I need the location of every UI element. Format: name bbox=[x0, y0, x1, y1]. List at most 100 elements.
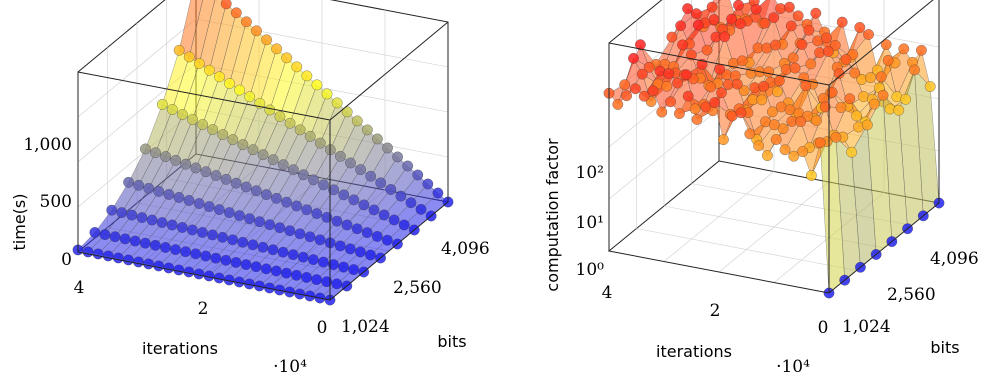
data-point bbox=[863, 29, 874, 40]
data-point bbox=[877, 89, 889, 101]
box-edge bbox=[77, 251, 331, 301]
data-point bbox=[167, 104, 178, 115]
data-point bbox=[250, 261, 262, 273]
data-point bbox=[854, 22, 866, 33]
data-point bbox=[338, 189, 350, 201]
data-point bbox=[207, 229, 218, 241]
data-point bbox=[163, 262, 175, 274]
data-point bbox=[361, 227, 373, 238]
data-point bbox=[160, 242, 171, 253]
data-point bbox=[402, 160, 414, 172]
data-point bbox=[341, 219, 353, 231]
data-point bbox=[123, 176, 134, 188]
data-point bbox=[261, 189, 272, 200]
data-point bbox=[328, 184, 339, 196]
y-tick: 2,560 bbox=[393, 278, 442, 298]
data-point bbox=[190, 162, 202, 174]
data-point bbox=[797, 146, 808, 157]
data-point bbox=[338, 261, 349, 273]
z-tick: 10¹ bbox=[576, 213, 604, 233]
data-point bbox=[166, 219, 178, 231]
data-point bbox=[351, 223, 363, 235]
data-point bbox=[823, 46, 834, 57]
data-point bbox=[177, 109, 188, 120]
data-point bbox=[106, 204, 118, 216]
data-point bbox=[795, 116, 807, 127]
data-point bbox=[893, 104, 905, 116]
data-point bbox=[796, 39, 808, 50]
x-tick: 2 bbox=[198, 299, 209, 319]
data-point bbox=[89, 227, 101, 238]
data-point bbox=[92, 248, 104, 260]
data-point bbox=[176, 222, 188, 233]
data-point bbox=[865, 72, 876, 83]
data-point bbox=[173, 44, 185, 56]
data-point bbox=[301, 204, 313, 216]
data-point bbox=[82, 246, 94, 258]
data-point bbox=[200, 166, 212, 178]
data-point bbox=[301, 272, 312, 283]
data-point bbox=[909, 64, 920, 76]
data-point bbox=[898, 43, 910, 55]
data-point bbox=[821, 32, 832, 44]
data-point bbox=[395, 190, 407, 202]
data-point bbox=[853, 121, 864, 133]
chart2-x-ticks: 4 2 0 bbox=[602, 283, 829, 338]
data-point bbox=[849, 67, 861, 79]
data-point bbox=[240, 181, 252, 193]
data-point bbox=[153, 186, 165, 197]
data-point bbox=[398, 219, 410, 231]
data-point bbox=[227, 134, 239, 145]
data-point bbox=[197, 119, 208, 130]
box-edge bbox=[828, 0, 934, 86]
data-point bbox=[217, 232, 228, 243]
data-point bbox=[150, 147, 161, 159]
data-point bbox=[388, 214, 400, 226]
data-point bbox=[705, 81, 717, 93]
data-point bbox=[271, 43, 282, 55]
data-point bbox=[355, 246, 366, 258]
data-point bbox=[735, 107, 747, 119]
data-point bbox=[281, 196, 292, 208]
data-point bbox=[803, 24, 815, 36]
chart2-surface bbox=[603, 0, 945, 299]
data-point bbox=[365, 170, 377, 182]
data-point bbox=[714, 63, 725, 75]
data-point bbox=[267, 244, 279, 256]
data-point bbox=[334, 240, 346, 252]
data-point bbox=[375, 177, 387, 189]
data-point bbox=[143, 258, 154, 270]
data-point bbox=[788, 150, 800, 162]
data-point bbox=[700, 101, 712, 113]
data-point bbox=[344, 243, 356, 255]
data-point bbox=[156, 217, 168, 228]
data-point bbox=[719, 31, 731, 43]
data-point bbox=[274, 222, 286, 234]
data-point bbox=[237, 139, 249, 150]
y-tick: 4,096 bbox=[930, 249, 979, 269]
data-point bbox=[230, 257, 242, 268]
data-point bbox=[126, 209, 138, 221]
data-point bbox=[220, 173, 232, 185]
data-point bbox=[260, 263, 272, 275]
data-point bbox=[220, 0, 232, 10]
data-point bbox=[170, 154, 182, 166]
data-point bbox=[308, 174, 319, 186]
x-tick: 2 bbox=[710, 301, 721, 321]
data-point bbox=[836, 16, 848, 28]
z-axis-label: computation factor bbox=[543, 138, 562, 292]
data-point bbox=[685, 49, 697, 61]
data-point bbox=[297, 251, 309, 263]
z-tick: 10⁰ bbox=[576, 260, 605, 280]
data-point bbox=[183, 195, 195, 206]
data-point bbox=[291, 200, 302, 212]
data-point bbox=[190, 248, 202, 260]
data-point bbox=[204, 64, 215, 76]
data-point bbox=[163, 189, 175, 200]
x-tick: 0 bbox=[317, 318, 328, 338]
data-point bbox=[197, 227, 208, 238]
data-point bbox=[230, 177, 242, 189]
data-point bbox=[237, 236, 249, 248]
data-point bbox=[738, 85, 750, 96]
